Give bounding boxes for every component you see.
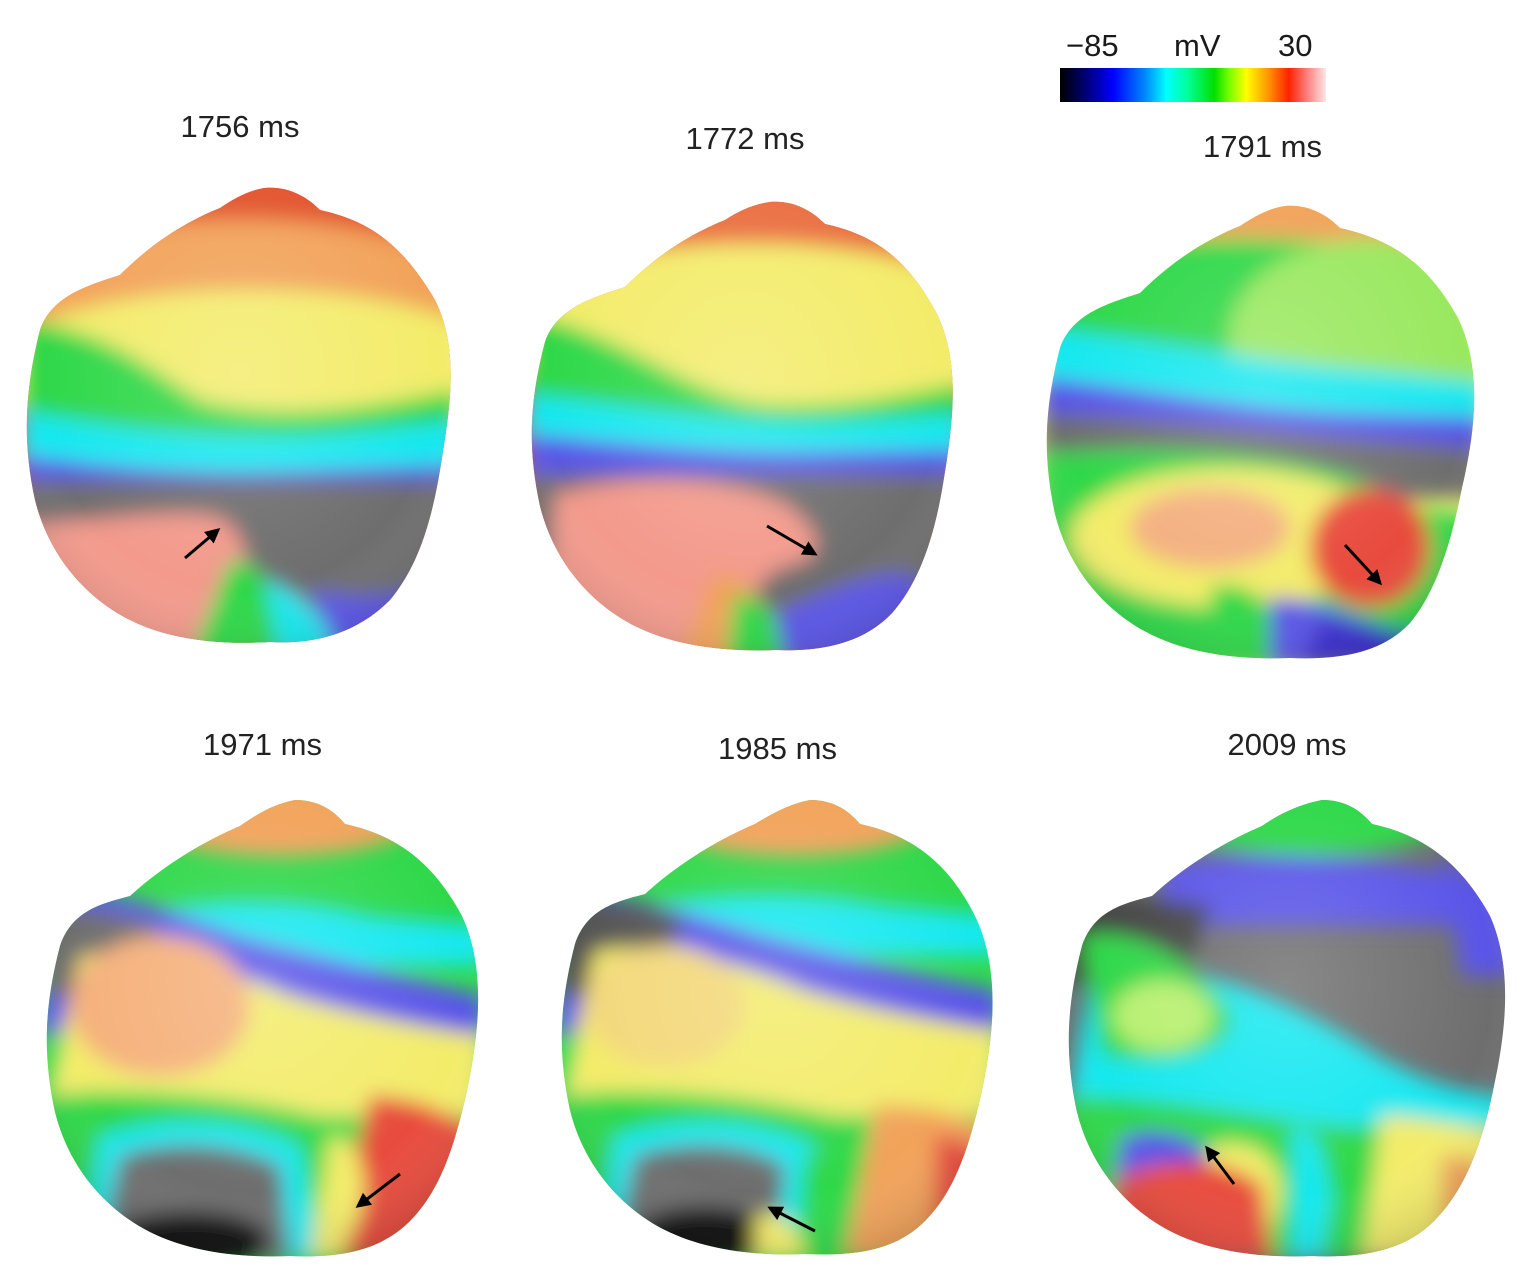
colorbar-unit-label: mV	[1174, 28, 1221, 63]
panel-time-label: 1971 ms	[203, 727, 322, 762]
panel-2009: 2009 ms	[1062, 728, 1512, 1288]
panel-1756: 1756 ms	[20, 110, 460, 670]
panel-1971: 1971 ms	[40, 728, 485, 1288]
panel-time-label: 1791 ms	[1203, 129, 1322, 164]
voltage-colorbar: −85 mV 30	[1060, 30, 1326, 102]
panel-time-label: 2009 ms	[1227, 727, 1347, 762]
panel-1985: 1985 ms	[555, 732, 1000, 1288]
heart-map	[46, 800, 479, 1257]
arrow-icon	[184, 528, 221, 560]
colorbar-max-label: 30	[1278, 28, 1313, 63]
panel-1791: 1791 ms	[1040, 130, 1485, 690]
panel-1772: 1772 ms	[525, 122, 965, 682]
panel-time-label: 1756 ms	[180, 109, 300, 144]
arrow-icon	[766, 524, 818, 556]
heart-map	[561, 800, 993, 1255]
arrow-icon	[767, 1206, 816, 1233]
arrow-icon	[355, 1172, 401, 1208]
colorbar-gradient	[1060, 68, 1326, 102]
colorbar-min-label: −85	[1066, 28, 1119, 63]
panel-time-label: 1985 ms	[718, 731, 837, 766]
heart-map	[26, 187, 451, 643]
arrow-icon	[1343, 543, 1383, 586]
panel-time-label: 1772 ms	[685, 121, 805, 156]
arrow-icon	[1205, 1145, 1236, 1185]
heart-map	[531, 201, 953, 651]
heart-map	[1046, 205, 1475, 659]
heart-map	[1068, 800, 1506, 1257]
